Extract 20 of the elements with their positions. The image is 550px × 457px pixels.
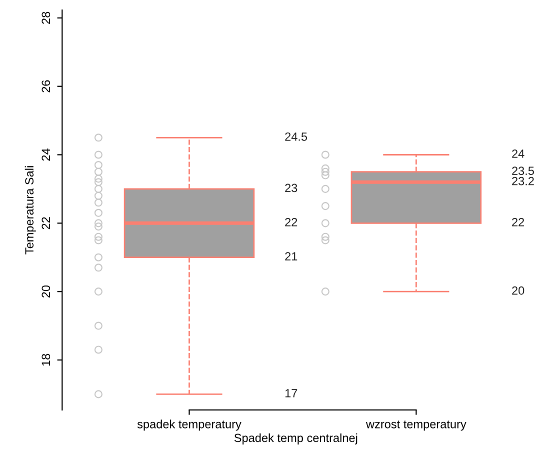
y-tick-label: 18 [42,354,50,366]
annotation: 20 [512,286,524,295]
y-axis-title: Temperatura Sali [24,166,36,254]
annotation: 22 [285,218,298,226]
annotation: 23.5 [512,166,534,176]
annotation: 21 [285,252,298,260]
y-tick-label: 22 [42,217,50,230]
y-tick-label: 24 [42,148,50,161]
annotation: 23 [285,184,298,192]
x-tick-label: spadek temperatury [137,420,242,431]
y-tick-label: 28 [42,12,50,24]
x-axis-title: Spadek temp centralnej [234,433,358,444]
y-tick-label: 26 [42,80,50,92]
x-tick-label: wzrost temperatury [366,420,466,431]
annotation: 23.2 [512,176,534,186]
annotation: 22 [512,218,524,226]
annotation: 17 [285,389,298,398]
annotation: 24 [512,150,524,158]
y-tick-label: 20 [42,285,50,298]
annotation: 24.5 [285,132,308,141]
